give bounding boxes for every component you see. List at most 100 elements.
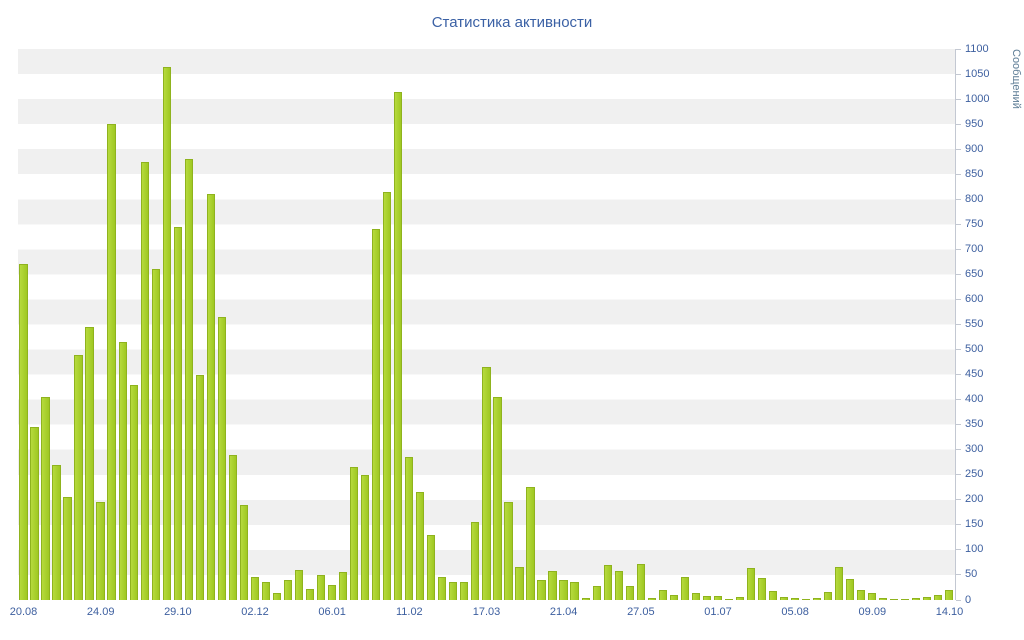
y-axis-label: 1000 (965, 92, 990, 105)
bar (934, 595, 943, 600)
y-axis-label: 50 (965, 568, 978, 581)
bar (768, 590, 778, 600)
bar (801, 599, 811, 600)
bar (416, 492, 425, 600)
bar (85, 327, 94, 600)
bar (228, 454, 237, 600)
y-axis-tick (956, 273, 961, 275)
bar (272, 592, 282, 600)
y-axis-tick (956, 248, 961, 250)
y-axis-label: 650 (965, 267, 984, 280)
bar (184, 159, 193, 600)
bar (283, 579, 293, 600)
bar (372, 229, 381, 600)
y-axis-tick (956, 349, 961, 351)
bar (515, 567, 524, 600)
bar (945, 589, 954, 600)
bar (350, 467, 359, 600)
x-axis-label: 27.05 (627, 606, 655, 618)
bar (757, 577, 767, 600)
y-axis-tick (956, 474, 961, 476)
x-axis-label: 02.12 (241, 606, 269, 618)
bar (537, 579, 546, 600)
bar (691, 593, 700, 600)
y-axis-label: 900 (965, 142, 984, 155)
y-axis-label: 700 (965, 242, 984, 255)
bar (812, 598, 822, 600)
x-axis-label: 20.08 (9, 606, 38, 618)
y-axis-label: 0 (965, 593, 972, 606)
bar (427, 534, 436, 600)
bar (824, 592, 833, 600)
y-axis-tick (956, 599, 961, 601)
y-axis-label: 450 (965, 368, 984, 381)
bar (151, 269, 160, 600)
x-axis-label: 29.10 (164, 606, 192, 618)
y-axis-label: 1100 (965, 42, 989, 55)
x-axis-label: 09.09 (858, 606, 887, 618)
bar (129, 384, 138, 600)
bar (846, 578, 855, 600)
bar (294, 569, 304, 600)
bar (74, 354, 83, 600)
y-axis-tick (956, 173, 961, 175)
y-axis-tick (956, 223, 961, 225)
bar (250, 577, 259, 600)
bar (305, 588, 315, 600)
bar (405, 457, 414, 600)
x-axis-label: 24.09 (86, 606, 115, 618)
bar (162, 66, 171, 600)
bar (724, 599, 734, 600)
bar (316, 574, 326, 600)
bar (19, 264, 28, 600)
bar (636, 563, 645, 600)
y-axis-tick (956, 48, 961, 50)
bar (857, 589, 866, 600)
bar (460, 582, 469, 600)
bar (493, 397, 502, 600)
bar (63, 497, 72, 600)
bar (41, 397, 50, 600)
bar (504, 502, 513, 600)
y-axis-label: 550 (965, 318, 984, 330)
bar (338, 572, 348, 600)
x-axis-label: 11.02 (395, 606, 423, 618)
bar (901, 599, 910, 600)
y-axis-tick (956, 449, 961, 451)
bar (570, 582, 579, 600)
bar (383, 191, 392, 600)
x-axis-label: 05.08 (781, 606, 809, 618)
bar (669, 595, 678, 600)
y-axis-tick (956, 198, 961, 200)
bar (879, 597, 888, 600)
y-axis-label: 150 (965, 518, 984, 531)
bar (912, 598, 921, 600)
y-axis-label: 950 (965, 117, 984, 130)
y-axis-tick (956, 148, 961, 150)
bar (614, 570, 623, 600)
y-axis-tick (956, 549, 961, 551)
bar (559, 579, 568, 600)
bar (548, 570, 557, 600)
bar (217, 317, 226, 600)
bar (779, 597, 789, 600)
y-axis-label: 600 (965, 292, 984, 305)
y-axis-tick (956, 524, 961, 526)
y-axis-tick (956, 499, 961, 501)
bar (438, 577, 447, 600)
bar (581, 597, 590, 600)
x-axis-label: 01.07 (704, 606, 732, 618)
bar (107, 124, 116, 600)
y-axis-tick (956, 574, 961, 576)
bar (647, 598, 656, 600)
y-axis-tick (956, 324, 961, 325)
y-axis-tick (956, 399, 961, 401)
bar (471, 522, 480, 600)
bar (327, 584, 337, 600)
bar (680, 576, 689, 600)
bar (140, 161, 149, 600)
bar (173, 226, 182, 600)
y-axis-label: 500 (965, 343, 984, 356)
y-axis-label: 100 (965, 543, 984, 556)
